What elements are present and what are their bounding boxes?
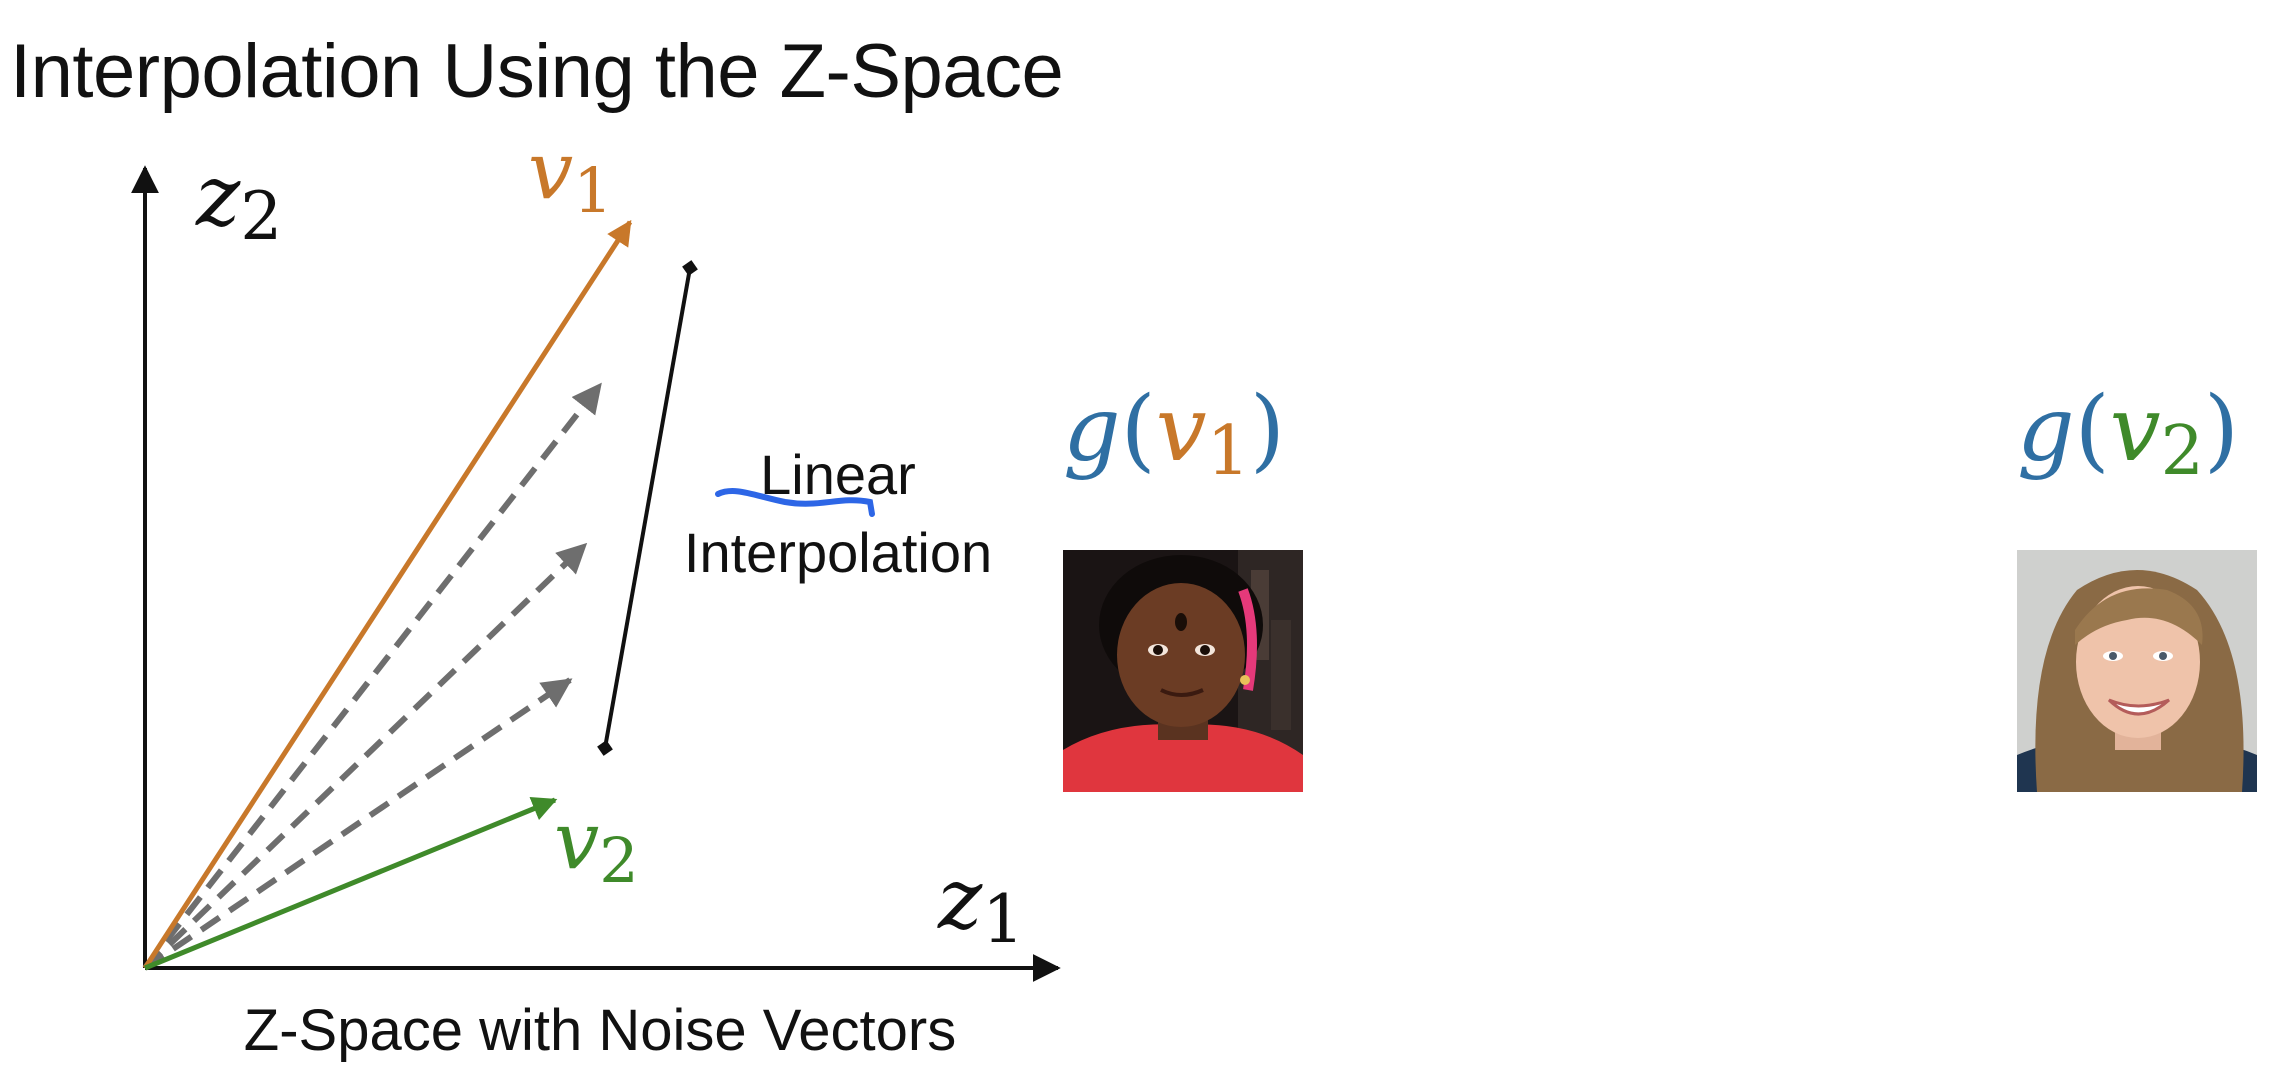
axis-y-label-base: z (195, 147, 241, 245)
interpolated-vector-2 (142, 542, 588, 971)
annotation-underline (715, 488, 875, 517)
interpolated-vector-3 (143, 677, 573, 971)
axis-x-label: z1 (937, 850, 1024, 958)
diagram-caption: Z-Space with Noise Vectors (244, 998, 956, 1063)
axis-y-label: z2 (195, 147, 282, 255)
interpolation-label-line1: Linear (760, 443, 916, 506)
output-1-label: g(v1) (1063, 377, 1285, 491)
vector-v1-label: v1 (528, 124, 613, 227)
interpolation-segment (597, 260, 698, 756)
vector-v1 (142, 219, 633, 970)
axis-y-label-sub: 2 (240, 178, 282, 255)
slide-title: Interpolation Using the Z-Space (10, 29, 1064, 114)
generated-face-2-image (2017, 550, 2257, 792)
vector-v2-label: v2 (554, 794, 639, 897)
vector-v2 (144, 796, 558, 971)
output-2-label: g(v2) (2017, 377, 2239, 491)
interpolated-vector-1 (142, 382, 603, 970)
interpolation-label-line2: Interpolation (684, 521, 992, 584)
generated-face-1-image (1063, 550, 1303, 792)
